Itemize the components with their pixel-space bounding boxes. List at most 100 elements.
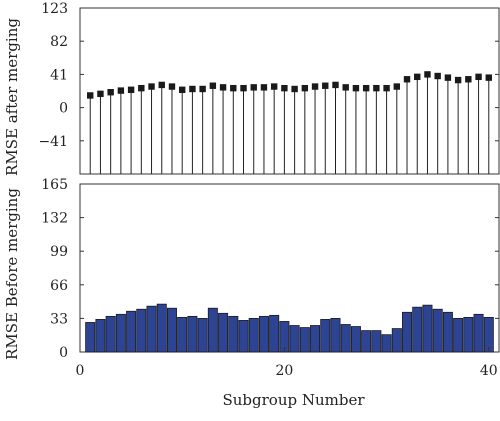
stem-marker (168, 83, 176, 90)
stem-marker (107, 89, 114, 96)
x-axis-label: Subgroup Number (222, 391, 365, 409)
bottom-ytick-label: 66 (50, 278, 68, 294)
bar (146, 305, 157, 353)
stem-marker (352, 84, 360, 92)
bar (258, 315, 269, 353)
bar (187, 315, 198, 353)
stem-marker (332, 81, 339, 89)
stem-marker (444, 74, 452, 81)
top-ytick-label: 123 (41, 1, 68, 17)
bar (177, 316, 188, 353)
bar (115, 313, 126, 353)
stem-marker (240, 84, 247, 92)
bar (310, 325, 321, 353)
stem-marker (138, 84, 145, 92)
stem-marker (414, 73, 421, 81)
xtick-label: 40 (480, 363, 498, 379)
stem-marker (403, 76, 411, 83)
stem-marker (148, 83, 155, 90)
stem-marker (97, 90, 104, 98)
xtick-label: 20 (275, 363, 293, 379)
stem-marker (342, 84, 349, 91)
top-ytick-label: 82 (50, 34, 68, 50)
bottom-panel: 0 33 66 99 132 165 0 20 40 (41, 177, 500, 379)
bottom-ytick-label: 132 (41, 211, 68, 227)
stem-marker (434, 72, 441, 80)
bottom-y-axis-label: RMSE Before merging (3, 188, 21, 360)
bar (432, 308, 443, 353)
stem-marker (260, 84, 268, 91)
bar (453, 317, 464, 353)
bar (361, 330, 372, 353)
stem-marker (281, 84, 288, 92)
stem-marker (291, 85, 298, 93)
bar (299, 327, 310, 353)
bar (248, 317, 259, 353)
stem-marker (475, 73, 482, 81)
bar (473, 313, 484, 353)
bar (156, 303, 167, 353)
bar (381, 334, 392, 353)
stem-marker (362, 84, 370, 92)
top-ytick-label: −41 (38, 134, 68, 150)
stem-marker (189, 85, 196, 93)
bar (95, 319, 106, 353)
bar (371, 330, 382, 353)
bar (350, 326, 361, 353)
bar (238, 320, 249, 353)
top-y-axis-label: RMSE after merging (3, 18, 21, 176)
bar (85, 322, 96, 353)
bottom-ytick-label: 165 (41, 177, 68, 193)
stem-marker (373, 84, 380, 92)
stem-marker (270, 83, 278, 90)
bar (289, 325, 300, 353)
stem-marker (158, 81, 165, 89)
stem-marker (454, 76, 462, 84)
stem-marker (199, 85, 206, 93)
stem-marker (87, 92, 94, 99)
stem-marker (393, 83, 401, 90)
top-panel: −41 0 41 82 123 (38, 1, 500, 175)
bar (483, 316, 494, 353)
stem-marker (230, 84, 237, 92)
bottom-ytick-label: 33 (50, 311, 68, 327)
bar (218, 312, 229, 353)
bar (463, 316, 474, 353)
stem-marker (127, 86, 135, 93)
bottom-ytick-label: 99 (50, 244, 68, 260)
bar (197, 317, 208, 353)
top-plot-frame (79, 7, 500, 175)
stem-marker (209, 82, 217, 89)
bar (320, 319, 331, 353)
bar (105, 315, 116, 353)
stem-marker (250, 84, 257, 91)
stem-marker (178, 86, 186, 93)
stem-marker (465, 76, 472, 83)
bar (166, 307, 177, 353)
stem-marker (322, 82, 329, 89)
bar (126, 310, 137, 353)
stem-marker (117, 87, 125, 94)
top-ytick-label: 41 (50, 67, 68, 83)
bar (340, 324, 351, 353)
bar (391, 328, 402, 353)
stem-marker (424, 71, 431, 78)
xtick-label: 0 (76, 363, 85, 379)
bottom-ytick-label: 0 (59, 345, 68, 361)
bottom-plot-frame (79, 183, 500, 353)
top-ytick-label: 0 (59, 101, 68, 117)
bar (136, 308, 147, 353)
stem-marker (383, 84, 390, 92)
bar (269, 314, 280, 353)
bar (402, 311, 413, 353)
bar (412, 306, 423, 353)
bar (442, 311, 453, 353)
bar (330, 317, 341, 353)
bar (228, 315, 239, 353)
bar (422, 304, 433, 353)
bar (207, 307, 218, 353)
stem-marker (219, 84, 227, 91)
stem-marker (301, 84, 309, 92)
stem-marker (485, 74, 492, 81)
